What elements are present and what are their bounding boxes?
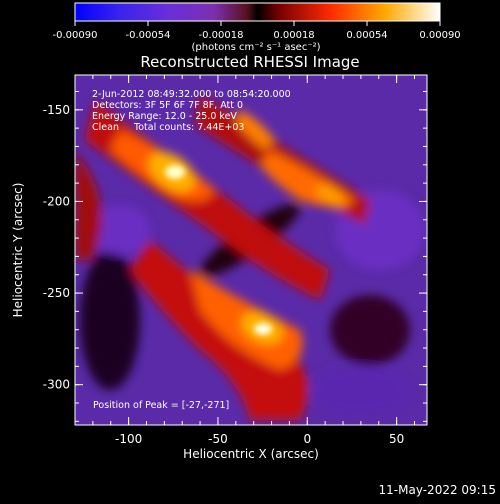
colorbar-tick-label: -0.00054	[126, 30, 171, 41]
info-block: 2-Jun-2012 08:49:32.000 to 08:54:20.000 …	[92, 89, 291, 133]
flux-map	[75, 95, 425, 420]
y-tick-label: -300	[43, 378, 70, 392]
colorbar-tick-label: -0.00018	[199, 30, 244, 41]
x-tick-label: -100	[115, 432, 142, 446]
colorbar: -0.00090 -0.00054 -0.00018 0.00018 0.00054 0.…	[53, 2, 461, 53]
y-tick-label: -200	[43, 194, 70, 208]
image-title: Reconstructed RHESSI Image	[140, 53, 359, 71]
colorbar-tick-label: -0.00090	[53, 30, 98, 41]
x-axis-title: Heliocentric X (arcsec)	[183, 447, 319, 461]
info-detectors: Detectors: 3F 5F 6F 7F 8F, Att 0	[92, 100, 243, 111]
timestamp: 11-May-2022 09:15	[379, 483, 496, 497]
colorbar-unit-label: (photons cm⁻² s⁻¹ asec⁻²)	[191, 42, 320, 53]
colorbar-tick-label: 0.00018	[273, 30, 314, 41]
info-time-range: 2-Jun-2012 08:49:32.000 to 08:54:20.000	[92, 89, 291, 100]
y-tick-label: -150	[43, 103, 70, 117]
colorbar-tick-label: 0.00090	[419, 30, 460, 41]
info-energy-range: Energy Range: 12.0 - 25.0 keV	[92, 111, 237, 122]
colorbar-gradient	[74, 2, 441, 22]
y-axis-title: Heliocentric Y (arcsec)	[11, 183, 25, 318]
peak-position-label: Position of Peak = [-27,-271]	[93, 400, 229, 411]
image-area: 2-Jun-2012 08:49:32.000 to 08:54:20.000 …	[75, 75, 427, 425]
x-tick-label: 0	[303, 432, 311, 446]
plot-frame	[74, 74, 428, 426]
x-tick-label: 50	[389, 432, 404, 446]
y-tick-label: -250	[43, 286, 70, 300]
colorbar-tick-label: 0.00054	[346, 30, 387, 41]
x-tick-label: -50	[208, 432, 228, 446]
info-total-counts: Clean Total counts: 7.44E+03	[92, 122, 244, 133]
